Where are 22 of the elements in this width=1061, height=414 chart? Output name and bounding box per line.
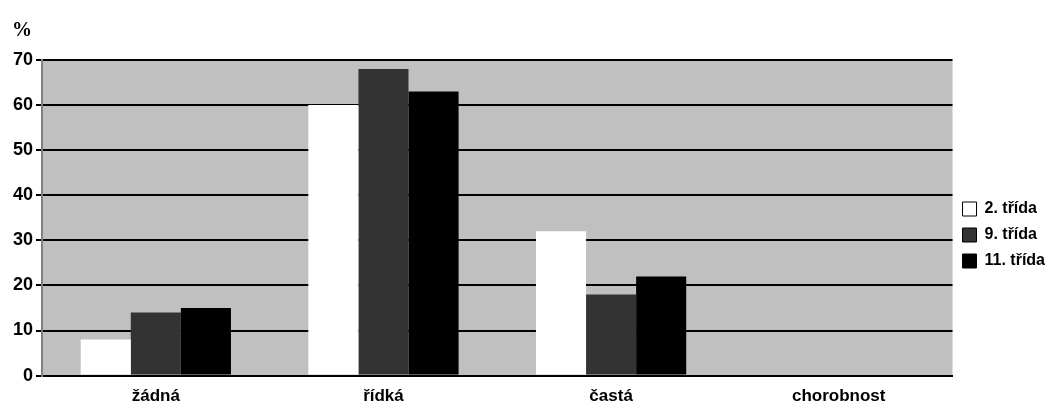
legend-label: 2. třída bbox=[984, 199, 1038, 217]
bar bbox=[80, 339, 131, 375]
y-tick-label: 20 bbox=[12, 274, 34, 295]
y-axis-title: % bbox=[12, 18, 32, 41]
bar bbox=[535, 231, 587, 375]
x-tick-label: žádná bbox=[131, 386, 181, 406]
y-tick-label: 50 bbox=[12, 139, 34, 160]
bar bbox=[586, 294, 637, 375]
legend-label: 9. třída bbox=[984, 225, 1038, 243]
x-tick-label: chorobnost bbox=[791, 386, 886, 406]
y-tick-label: 60 bbox=[12, 94, 34, 115]
x-tick-label: řídká bbox=[363, 386, 405, 406]
y-tick-label: 0 bbox=[23, 364, 34, 385]
x-tick-label: častá bbox=[589, 386, 634, 406]
legend-label: 11. třída bbox=[984, 251, 1046, 269]
y-tick-label: 70 bbox=[12, 48, 34, 69]
bar bbox=[358, 69, 409, 375]
bar bbox=[130, 312, 181, 375]
y-tick-label: 10 bbox=[12, 319, 34, 340]
y-tick-label: 30 bbox=[12, 229, 34, 250]
y-tick-label: 40 bbox=[12, 184, 34, 205]
bar bbox=[308, 105, 359, 375]
